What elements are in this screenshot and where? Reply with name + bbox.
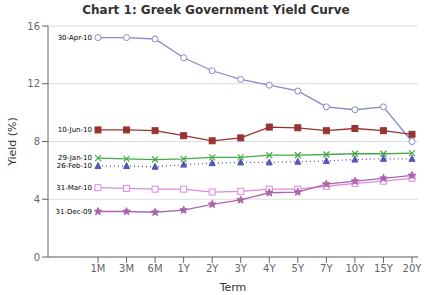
svg-text:6M: 6M <box>148 263 163 274</box>
svg-text:7Y: 7Y <box>320 263 333 274</box>
svg-text:12: 12 <box>27 78 40 89</box>
svg-text:3M: 3M <box>119 263 134 274</box>
svg-text:Term: Term <box>219 281 247 294</box>
svg-text:31-Mar-10: 31-Mar-10 <box>56 184 92 192</box>
svg-text:20Y: 20Y <box>403 263 423 274</box>
svg-text:16: 16 <box>27 21 40 32</box>
svg-text:15Y: 15Y <box>374 263 394 274</box>
svg-text:10Y: 10Y <box>345 263 365 274</box>
html-text:Chart 1: Greek Government Yiel: Chart 1: Greek Government Yield Curve <box>82 3 350 17</box>
svg-text:0: 0 <box>34 252 40 263</box>
svg-text:4Y: 4Y <box>263 263 276 274</box>
svg-text:30-Apr-10: 30-Apr-10 <box>58 34 92 42</box>
svg-text:29-Jan-10: 29-Jan-10 <box>58 154 92 162</box>
svg-text:2Y: 2Y <box>206 263 219 274</box>
svg-text:26-Feb-10: 26-Feb-10 <box>57 162 92 170</box>
svg-text:1M: 1M <box>91 263 106 274</box>
svg-text:3Y: 3Y <box>234 263 247 274</box>
svg-text:4: 4 <box>34 194 40 205</box>
svg-text:5Y: 5Y <box>292 263 305 274</box>
svg-text:31-Dec-09: 31-Dec-09 <box>56 208 92 216</box>
svg-text:1Y: 1Y <box>177 263 190 274</box>
svg-text:8: 8 <box>34 136 40 147</box>
svg-text:10-Jun-10: 10-Jun-10 <box>58 126 92 134</box>
svg-text:Yield (%): Yield (%) <box>8 117 19 167</box>
